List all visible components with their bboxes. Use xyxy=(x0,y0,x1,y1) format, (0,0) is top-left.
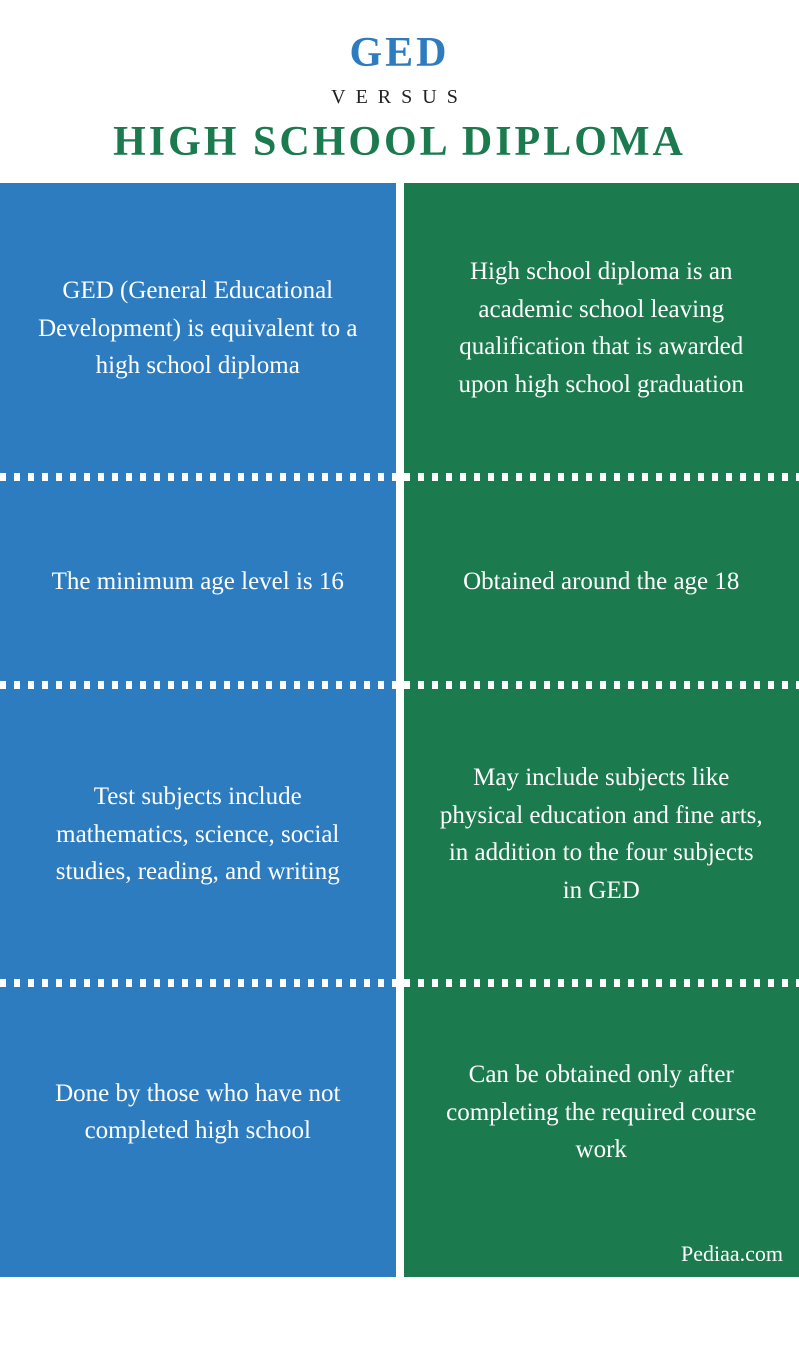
cell-left: Done by those who have not completed hig… xyxy=(0,987,396,1237)
title-right: HIGH SCHOOL DIPLOMA xyxy=(0,119,799,165)
title-left: GED xyxy=(0,30,799,76)
cell-right: Obtained around the age 18 xyxy=(404,481,799,681)
footer-left xyxy=(0,1237,396,1277)
vertical-divider xyxy=(396,183,404,473)
versus-label: VERSUS xyxy=(0,86,799,109)
dashed-separator xyxy=(0,681,799,689)
footer-row: Pediaa.com xyxy=(0,1237,799,1277)
comparison-row: Done by those who have not completed hig… xyxy=(0,987,799,1237)
cell-right: May include subjects like physical educa… xyxy=(404,689,799,979)
dashed-separator xyxy=(0,979,799,987)
vertical-divider xyxy=(396,481,404,681)
cell-right: Can be obtained only after completing th… xyxy=(404,987,799,1237)
cell-right: High school diploma is an academic schoo… xyxy=(404,183,799,473)
comparison-table: GED (General Educational Development) is… xyxy=(0,183,799,1277)
comparison-row: The minimum age level is 16Obtained arou… xyxy=(0,481,799,681)
footer-divider xyxy=(396,1237,404,1277)
vertical-divider xyxy=(396,987,404,1237)
vertical-divider xyxy=(396,689,404,979)
cell-left: Test subjects include mathematics, scien… xyxy=(0,689,396,979)
dashed-separator xyxy=(0,473,799,481)
comparison-row: Test subjects include mathematics, scien… xyxy=(0,689,799,979)
comparison-row: GED (General Educational Development) is… xyxy=(0,183,799,473)
cell-left: GED (General Educational Development) is… xyxy=(0,183,396,473)
brand-label: Pediaa.com xyxy=(404,1237,799,1277)
header: GED VERSUS HIGH SCHOOL DIPLOMA xyxy=(0,0,799,183)
cell-left: The minimum age level is 16 xyxy=(0,481,396,681)
